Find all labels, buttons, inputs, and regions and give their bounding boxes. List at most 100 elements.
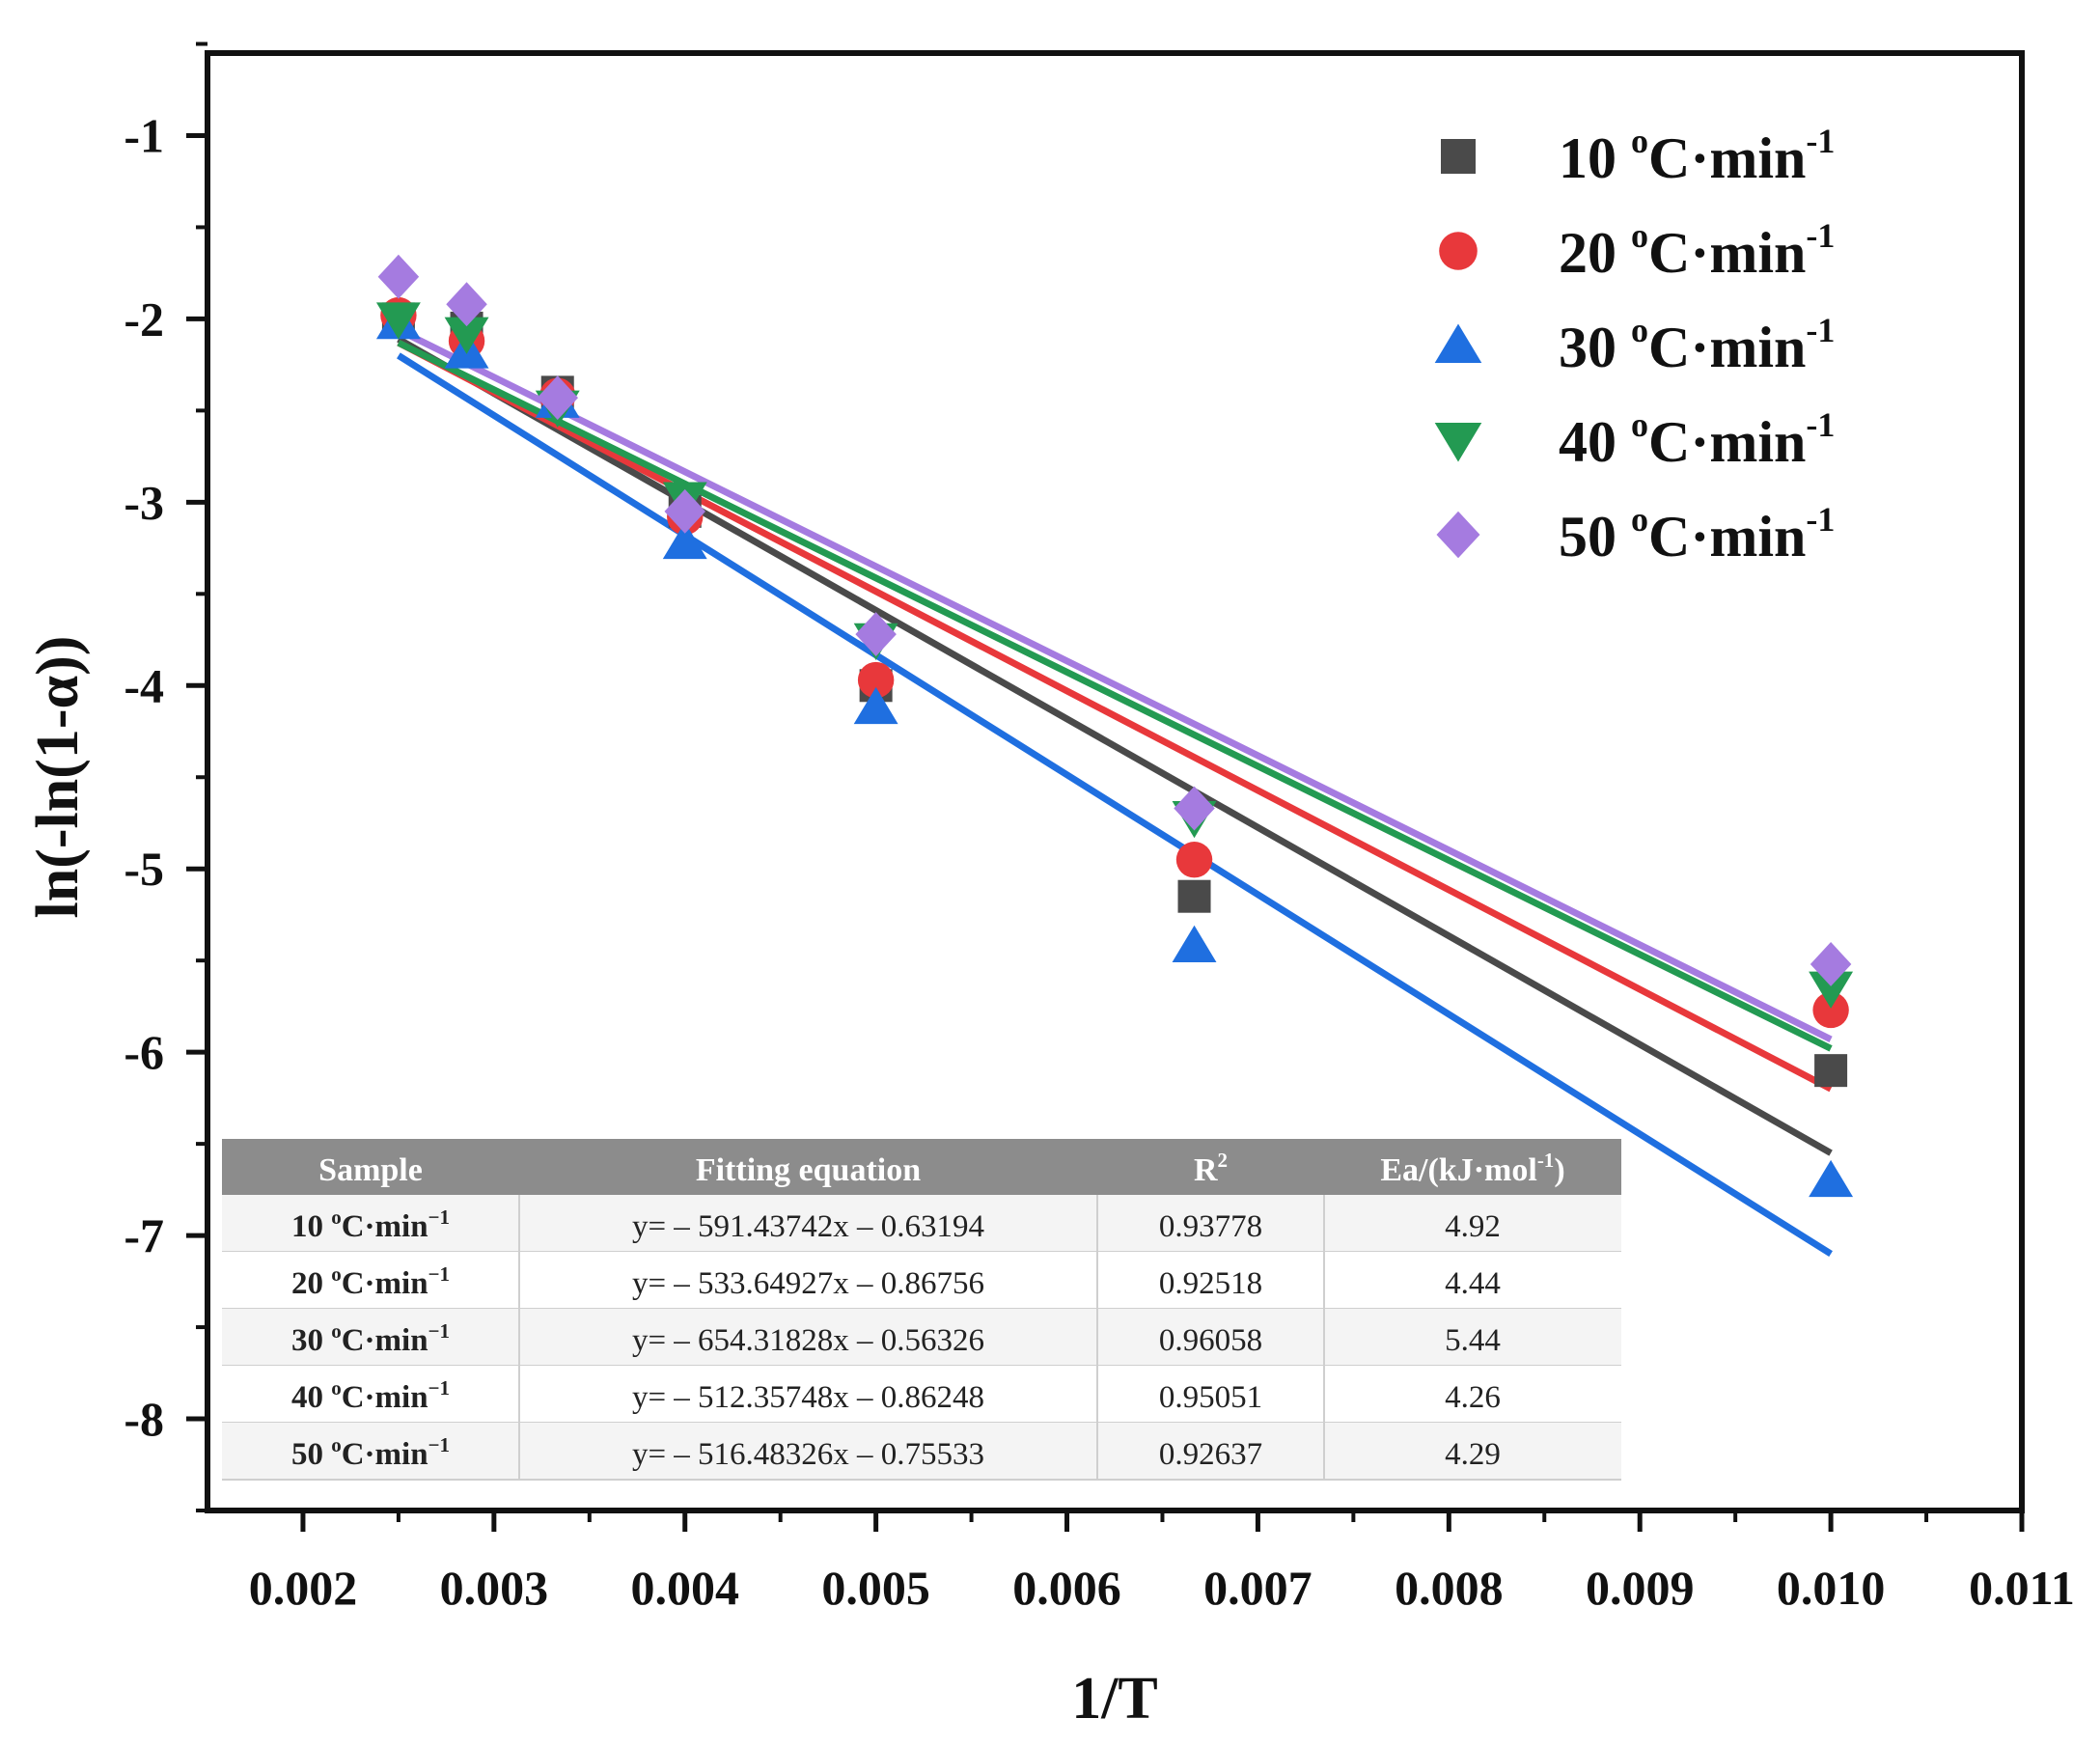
table-cell-ea: 5.44 bbox=[1445, 1323, 1501, 1358]
table-cell-equation: y= – 591.43742x – 0.63194 bbox=[632, 1209, 984, 1244]
data-point bbox=[1814, 1054, 1848, 1088]
sample-degree: o bbox=[331, 1262, 342, 1286]
data-point bbox=[1177, 879, 1211, 913]
y-axis-ticks: -1 -2 -3 -4 -5 -6 -7 -8 bbox=[124, 42, 207, 1512]
legend-unit: C·min bbox=[1648, 316, 1806, 379]
legend-unit: C·min bbox=[1648, 410, 1806, 474]
y-tick-label: -5 bbox=[124, 842, 164, 896]
legend-exponent: -1 bbox=[1806, 122, 1835, 160]
sample-exponent: −1 bbox=[428, 1206, 450, 1229]
data-point bbox=[1810, 942, 1852, 986]
legend-degree: o bbox=[1631, 122, 1648, 160]
data-point bbox=[855, 612, 897, 657]
sample-exponent: −1 bbox=[428, 1319, 450, 1343]
x-tick-label: 0.004 bbox=[630, 1561, 739, 1615]
x-tick-label: 0.005 bbox=[821, 1561, 930, 1615]
y-tick-label: -4 bbox=[124, 658, 164, 712]
legend-exponent: -1 bbox=[1806, 500, 1835, 539]
header-r-sup: 2 bbox=[1218, 1149, 1229, 1172]
y-tick-label: -1 bbox=[124, 108, 164, 162]
fit-lines bbox=[397, 326, 1833, 1258]
y-tick-label: -3 bbox=[124, 475, 164, 529]
sample-number: 30 bbox=[291, 1323, 331, 1358]
header-ea-sup: -1 bbox=[1537, 1149, 1555, 1172]
table-cell-sample: 10 oC·min−1 bbox=[291, 1206, 450, 1244]
data-point bbox=[1174, 786, 1215, 831]
x-tick-label: 0.007 bbox=[1203, 1561, 1312, 1615]
table-cell-ea: 4.26 bbox=[1445, 1380, 1501, 1415]
legend-exponent: -1 bbox=[1806, 405, 1835, 444]
data-point bbox=[662, 521, 707, 560]
legend-label: 10 oC·min-1 bbox=[1559, 122, 1835, 190]
legend-unit: C·min bbox=[1648, 221, 1806, 285]
x-axis-ticks: 0.002 0.003 0.004 0.005 0.006 0.007 0.008 0.009… bbox=[249, 1510, 2075, 1615]
sample-unit: C·min bbox=[342, 1209, 428, 1244]
fit-line bbox=[397, 352, 1833, 1258]
legend-unit: C·min bbox=[1648, 126, 1806, 190]
legend-label: 50 oC·min-1 bbox=[1559, 500, 1835, 568]
header-ea: Ea/(kJ·mol-1) bbox=[1380, 1149, 1564, 1188]
header-ea-close: ) bbox=[1554, 1152, 1564, 1188]
legend-marker bbox=[1434, 323, 1482, 363]
data-point bbox=[375, 302, 421, 340]
legend-number: 10 bbox=[1559, 126, 1631, 190]
table-row-bg bbox=[222, 1309, 1621, 1366]
sample-degree: o bbox=[331, 1206, 342, 1229]
table-cell-ea: 4.92 bbox=[1445, 1209, 1501, 1244]
legend-number: 20 bbox=[1559, 221, 1631, 285]
y-axis-title: ln(-ln(1-α)) bbox=[25, 636, 91, 919]
legend-degree: o bbox=[1631, 500, 1648, 539]
sample-number: 50 bbox=[291, 1437, 331, 1472]
header-fitting-equation: Fitting equation bbox=[696, 1152, 921, 1188]
table-cell-sample: 20 oC·min−1 bbox=[291, 1262, 450, 1301]
x-tick-label: 0.010 bbox=[1777, 1561, 1886, 1615]
legend-marker bbox=[1436, 511, 1480, 559]
plot-frame bbox=[205, 50, 2025, 1513]
table-header-bg bbox=[222, 1139, 1621, 1195]
y-tick-label: -8 bbox=[124, 1392, 164, 1446]
table-cell-equation: y= – 516.48326x – 0.75533 bbox=[632, 1437, 984, 1472]
header-ea-main: Ea/(kJ·mol bbox=[1380, 1152, 1536, 1188]
table-cell-r2: 0.95051 bbox=[1159, 1380, 1262, 1415]
data-point bbox=[446, 282, 487, 327]
table-row-bg bbox=[222, 1195, 1621, 1252]
data-point bbox=[1175, 842, 1213, 878]
legend-number: 30 bbox=[1559, 316, 1631, 379]
data-points bbox=[375, 254, 1854, 1198]
legend-degree: o bbox=[1631, 405, 1648, 444]
x-tick-label: 0.011 bbox=[1969, 1561, 2075, 1615]
sample-exponent: −1 bbox=[428, 1376, 450, 1400]
x-tick-label: 0.002 bbox=[249, 1561, 358, 1615]
table-cell-r2: 0.96058 bbox=[1159, 1323, 1262, 1358]
legend-label: 30 oC·min-1 bbox=[1559, 311, 1835, 379]
table-cell-equation: y= – 512.35748x – 0.86248 bbox=[632, 1380, 984, 1415]
y-tick-label: -7 bbox=[124, 1208, 164, 1262]
sample-degree: o bbox=[331, 1433, 342, 1456]
sample-unit: C·min bbox=[342, 1266, 428, 1301]
legend-number: 40 bbox=[1559, 410, 1631, 474]
table-row-bg bbox=[222, 1366, 1621, 1423]
header-sample: Sample bbox=[318, 1152, 423, 1188]
sample-number: 40 bbox=[291, 1380, 331, 1415]
x-tick-label: 0.003 bbox=[440, 1561, 549, 1615]
table-cell-equation: y= – 533.64927x – 0.86756 bbox=[632, 1266, 984, 1301]
legend-label: 40 oC·min-1 bbox=[1559, 405, 1835, 474]
legend-degree: o bbox=[1631, 216, 1648, 255]
sample-degree: o bbox=[331, 1319, 342, 1343]
legend-number: 50 bbox=[1559, 505, 1631, 568]
header-r2: R2 bbox=[1194, 1149, 1228, 1188]
table-cell-ea: 4.29 bbox=[1445, 1437, 1501, 1472]
sample-exponent: −1 bbox=[428, 1262, 450, 1286]
legend-marker bbox=[1439, 232, 1478, 270]
y-tick-label: -6 bbox=[124, 1025, 164, 1079]
table-cell-r2: 0.92637 bbox=[1159, 1437, 1262, 1472]
data-point bbox=[853, 686, 898, 725]
data-point bbox=[664, 488, 705, 534]
x-tick-label: 0.008 bbox=[1395, 1561, 1504, 1615]
sample-number: 20 bbox=[291, 1266, 331, 1301]
legend-degree: o bbox=[1631, 311, 1648, 349]
data-point bbox=[537, 375, 578, 421]
sample-unit: C·min bbox=[342, 1323, 428, 1358]
y-tick-label: -2 bbox=[124, 291, 164, 346]
